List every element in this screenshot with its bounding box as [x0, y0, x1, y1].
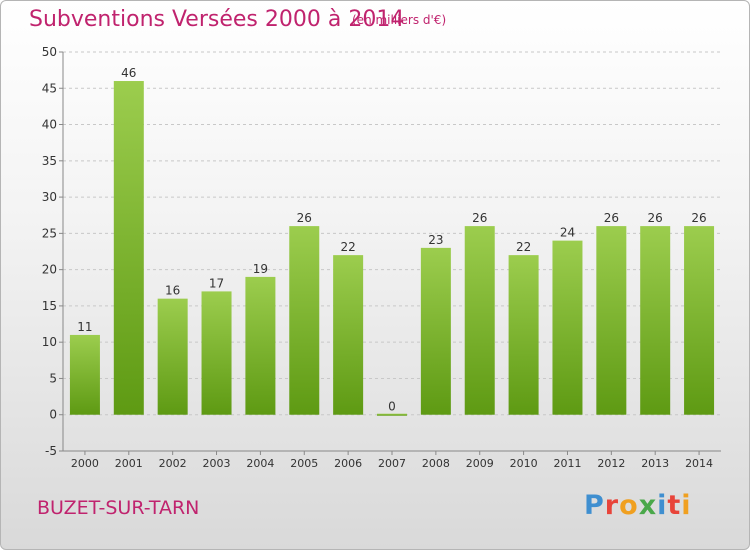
data-label-2006: 22: [340, 240, 355, 254]
data-label-2003: 17: [209, 276, 224, 290]
data-label-2009: 26: [472, 211, 487, 225]
y-tick-label: 40: [42, 118, 57, 132]
x-tick-label-2010: 2010: [510, 457, 538, 470]
x-tick-label-2007: 2007: [378, 457, 406, 470]
bar-2010: [508, 255, 539, 415]
logo-letter: r: [604, 490, 620, 521]
x-tick-label-2003: 2003: [203, 457, 231, 470]
bar-2004: [245, 276, 276, 415]
proxiti-logo[interactable]: Proxiti: [584, 490, 692, 521]
logo-letter: t: [667, 490, 682, 521]
chart-title: Subventions Versées 2000 à 2014: [29, 7, 405, 32]
bar-2009: [464, 226, 495, 415]
y-tick-label: -5: [45, 444, 57, 458]
y-tick-label: 35: [42, 154, 57, 168]
data-label-2001: 46: [121, 66, 136, 80]
x-tick-label-2006: 2006: [334, 457, 362, 470]
data-label-2013: 26: [648, 211, 663, 225]
y-tick-label: 25: [42, 226, 57, 240]
y-tick-label: 5: [49, 371, 57, 385]
bar-2001: [113, 81, 144, 415]
bar-2012: [596, 226, 627, 415]
y-tick-label: 45: [42, 81, 57, 95]
x-tick-label-2001: 2001: [115, 457, 143, 470]
x-tick-label-2000: 2000: [71, 457, 99, 470]
axes: -5 0 5 10 15 20 25 30 35 40 45 50 2000 2001 2002 2003 20…: [42, 45, 721, 470]
data-label-2011: 24: [560, 226, 575, 240]
data-label-2005: 26: [297, 211, 312, 225]
data-label-2010: 22: [516, 240, 531, 254]
x-tick-label-2012: 2012: [597, 457, 625, 470]
bar-2003: [201, 291, 232, 415]
data-label-2007: 0: [388, 400, 396, 414]
y-tick-label: 50: [42, 45, 57, 59]
x-tick-label-2013: 2013: [641, 457, 669, 470]
y-tick-label: 10: [42, 335, 57, 349]
bar-2002: [157, 298, 188, 415]
logo-letter: i: [657, 490, 668, 521]
x-tick-label-2014: 2014: [685, 457, 713, 470]
logo-letter: P: [584, 490, 605, 521]
y-tick-label: 15: [42, 299, 57, 313]
y-tick-label: 0: [49, 408, 57, 422]
bar-2007: [377, 413, 407, 416]
data-label-2008: 23: [428, 233, 443, 247]
data-label-2002: 16: [165, 284, 180, 298]
place-name: BUZET-SUR-TARN: [37, 497, 200, 519]
bar-2005: [289, 226, 320, 415]
data-label-2014: 26: [691, 211, 706, 225]
bar-2008: [420, 247, 451, 415]
data-labels: 11 46 16 17 19 26 22 0 23 26 22 24 26 26 26: [77, 66, 706, 414]
x-tick-label-2002: 2002: [159, 457, 187, 470]
chart-unit-label: (en milliers d'€): [352, 13, 447, 27]
logo-letter: x: [638, 490, 658, 521]
bars: [69, 81, 715, 416]
data-label-2004: 19: [253, 262, 268, 276]
bar-2011: [552, 240, 583, 415]
bar-2006: [333, 255, 364, 415]
bar-2000: [69, 334, 100, 415]
logo-letter: o: [619, 490, 639, 521]
y-tick-label: 30: [42, 190, 57, 204]
x-tick-label-2008: 2008: [422, 457, 450, 470]
data-label-2012: 26: [604, 211, 619, 225]
x-tick-label-2004: 2004: [246, 457, 274, 470]
x-tick-label-2005: 2005: [290, 457, 318, 470]
x-tick-label-2011: 2011: [553, 457, 581, 470]
y-tick-label: 20: [42, 263, 57, 277]
data-label-2000: 11: [77, 320, 92, 334]
x-tick-label-2009: 2009: [466, 457, 494, 470]
logo-letter: i: [681, 490, 692, 521]
bar-2014: [684, 226, 715, 415]
bar-2013: [640, 226, 671, 415]
